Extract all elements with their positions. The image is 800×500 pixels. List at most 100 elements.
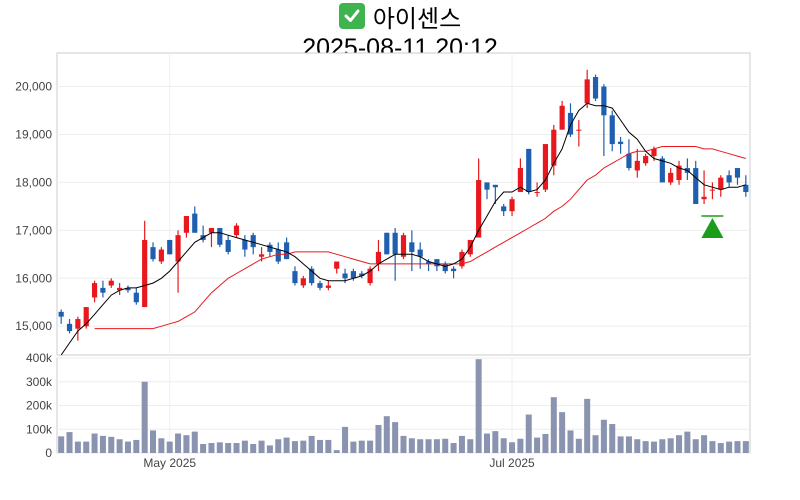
volume-tick-label: 100k: [26, 422, 53, 436]
candle-body: [225, 239, 231, 252]
price-tick-label: 19,000: [15, 127, 52, 141]
volume-panel: 0 100k 200k 300k 400k May 2025 Jul 2025: [26, 351, 751, 470]
volume-bar: [509, 442, 516, 453]
volume-bar: [200, 443, 207, 453]
candle-body: [526, 148, 532, 193]
volume-bar: [483, 433, 490, 453]
volume-bar: [709, 441, 716, 453]
candle-body: [718, 177, 724, 190]
ma20-line: [94, 146, 746, 330]
volume-bar: [458, 435, 465, 453]
volume-bar: [442, 438, 449, 453]
volume-bar: [383, 416, 390, 453]
candle-body: [300, 278, 306, 286]
candle-body: [400, 235, 407, 257]
volume-bar: [91, 433, 98, 453]
volume-bar: [592, 435, 599, 453]
candle-body: [183, 215, 190, 233]
candle-body: [542, 144, 549, 190]
candle-body: [425, 261, 432, 264]
volume-bar: [250, 443, 257, 453]
candle-body: [392, 232, 398, 255]
volume-bar: [99, 435, 106, 453]
candle-body: [58, 311, 64, 317]
candle-body: [442, 263, 448, 272]
volume-bar: [717, 443, 724, 453]
volume-bar: [325, 439, 332, 453]
candle-body: [609, 115, 615, 145]
candle-body: [701, 196, 707, 200]
volume-bar: [108, 436, 115, 453]
volume-bar: [559, 412, 566, 453]
volume-bar: [659, 439, 666, 453]
volume-bar: [150, 430, 157, 453]
volume-bar: [525, 414, 532, 453]
price-panel: 15,000 16,000 17,000 18,000 19,000 20,000: [15, 52, 751, 356]
candle-body: [83, 307, 89, 327]
candle-body: [167, 239, 173, 255]
candle-body: [476, 180, 482, 238]
volume-bar: [66, 432, 73, 453]
candle-body: [100, 287, 106, 293]
candle-body: [551, 129, 557, 166]
candle-body: [626, 153, 632, 169]
volume-bar: [676, 435, 683, 453]
candle-body: [367, 268, 373, 284]
price-tick-label: 15,000: [15, 319, 52, 333]
candle-body: [743, 184, 749, 193]
volume-bar: [492, 431, 499, 453]
volume-bar: [317, 439, 324, 453]
candle-body: [726, 175, 732, 183]
candle-body: [384, 232, 390, 255]
check-icon: [338, 3, 365, 29]
volume-bar: [116, 439, 123, 453]
volume-bar: [241, 440, 248, 453]
volume-bar: [600, 419, 607, 453]
volume-bar: [225, 443, 232, 453]
candle-body: [409, 242, 415, 252]
volume-bar: [625, 436, 632, 453]
candle-body: [258, 254, 265, 257]
candle-body: [142, 239, 148, 308]
candle-body: [534, 192, 540, 194]
candle-body: [576, 129, 582, 131]
volume-bar: [575, 438, 582, 453]
price-tick-label: 16,000: [15, 271, 52, 285]
volume-bar: [233, 443, 240, 453]
x-tick-label: Jul 2025: [489, 456, 535, 470]
candle-body: [125, 287, 131, 291]
volume-bar: [701, 435, 708, 453]
volume-bar: [692, 439, 699, 453]
candle-body: [242, 239, 248, 250]
volume-bar: [475, 359, 482, 453]
candle-body: [309, 268, 315, 284]
volume-bar: [726, 441, 733, 453]
candle-body: [342, 273, 348, 279]
volume-tick-label: 300k: [26, 375, 53, 389]
volume-bar: [517, 438, 524, 453]
volume-bar: [158, 438, 165, 453]
volume-bar: [408, 438, 415, 453]
volume-bar: [734, 441, 741, 453]
candle-body: [267, 244, 273, 252]
candle-body: [175, 235, 181, 262]
candle-body: [192, 213, 198, 233]
candle-body: [417, 249, 423, 257]
candle-body: [509, 199, 515, 212]
volume-bar: [283, 437, 290, 453]
volume-bar: [275, 439, 282, 453]
volume-tick-label: 200k: [26, 399, 53, 413]
volume-bar: [417, 439, 424, 453]
volume-bar: [124, 441, 131, 453]
candle-body: [592, 76, 599, 99]
volume-bar: [141, 381, 148, 453]
volume-bar: [392, 422, 399, 453]
candle-body: [133, 292, 139, 303]
candle-body: [233, 225, 240, 236]
price-tick-label: 20,000: [15, 80, 52, 94]
volume-bar: [534, 437, 541, 453]
candle-body: [150, 247, 156, 260]
volume-bar: [450, 443, 457, 453]
candle-body: [359, 273, 365, 276]
